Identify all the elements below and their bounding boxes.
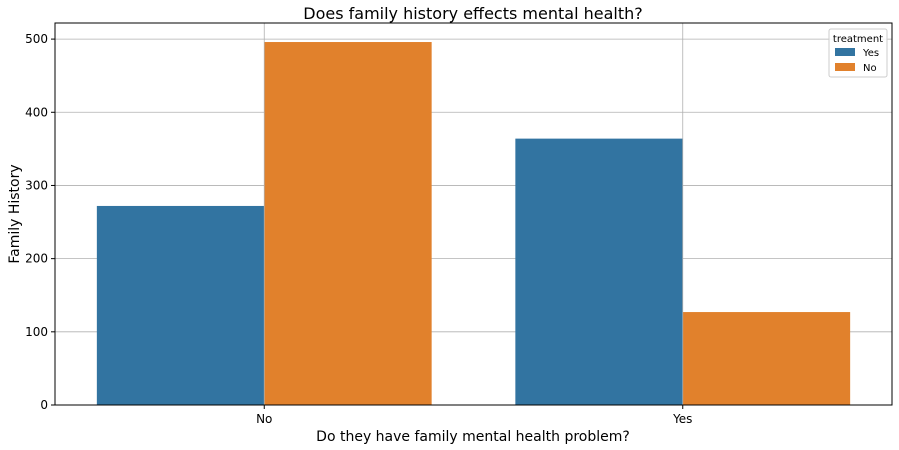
bar-no-no [264,42,432,405]
bar-no-yes [682,312,851,405]
legend-label-no: No [863,63,877,74]
x-axis-label: Do they have family mental health proble… [316,429,630,445]
y-tick-label: 100 [25,325,48,339]
legend-label-yes: Yes [862,48,879,59]
legend-swatch-no [835,63,855,71]
y-axis: 0 100 200 300 400 500 [25,32,55,412]
x-axis: No Yes [256,405,692,426]
y-axis-label: Family History [7,164,23,263]
chart-title: Does family history effects mental healt… [303,4,642,23]
bar-yes-yes [515,138,683,406]
y-tick-label: 200 [25,252,48,266]
y-tick-label: 300 [25,178,48,192]
legend-title: treatment [833,34,883,45]
legend-swatch-yes [835,48,855,56]
y-tick-label: 500 [25,32,48,46]
y-tick-label: 400 [25,105,48,119]
bar-yes-no [96,205,265,405]
plot-frame [54,22,893,406]
legend: treatment Yes No [828,28,888,78]
x-tick-label: No [256,412,272,426]
bars [96,23,851,406]
y-tick-label: 0 [40,398,48,412]
x-tick-label: Yes [672,412,692,426]
